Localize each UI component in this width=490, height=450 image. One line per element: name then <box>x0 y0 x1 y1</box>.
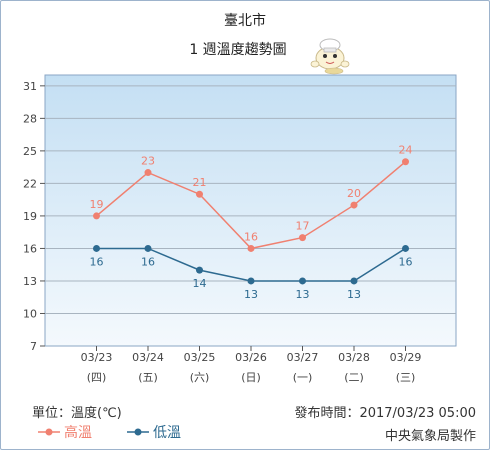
xtick-weekday-2: (六) <box>190 371 210 384</box>
point-1-6 <box>402 244 409 252</box>
mascot-icon <box>310 38 350 75</box>
ytick-label-7: 7 <box>30 340 37 353</box>
xtick-weekday-6: (三) <box>396 371 416 384</box>
agency-label: 中央氣象局製作 <box>384 429 476 444</box>
series-1: 16 16 14 13 13 13 16 <box>90 244 413 301</box>
ytick-label-22: 22 <box>23 177 37 190</box>
data-label-1-4: 13 <box>296 288 310 301</box>
point-1-5 <box>350 277 358 285</box>
point-0-3 <box>247 244 255 252</box>
legend-low-label: 低溫 <box>153 425 181 441</box>
data-label-1-2: 14 <box>193 277 207 290</box>
data-label-0-5: 20 <box>347 187 361 200</box>
xtick-label-4: 03/27 <box>287 351 319 364</box>
xtick-weekday-0: (四) <box>87 371 107 384</box>
data-label-0-3: 16 <box>244 230 258 243</box>
point-1-0 <box>93 244 100 252</box>
legend: 高溫 低溫 <box>38 424 181 441</box>
ytick-label-19: 19 <box>23 210 37 223</box>
xtick-weekday-4: (一) <box>293 371 313 384</box>
legend-low: 低溫 <box>127 425 181 441</box>
point-1-4 <box>299 277 306 285</box>
plot-area <box>44 74 457 347</box>
series-0: 19 23 21 16 17 20 24 <box>90 144 413 252</box>
chart-subtitle: 1 週溫度趨勢圖 <box>189 42 286 58</box>
xtick-weekday-1: (五) <box>138 371 158 384</box>
data-label-0-1: 23 <box>141 155 155 168</box>
chart-title: 臺北市 <box>224 12 266 29</box>
point-0-6 <box>402 158 409 166</box>
xtick-label-5: 03/28 <box>338 351 370 364</box>
xtick-weekday-5: (二) <box>344 371 364 384</box>
data-label-1-3: 13 <box>244 288 258 301</box>
data-label-1-5: 13 <box>347 288 361 301</box>
ytick-label-28: 28 <box>23 112 37 125</box>
ytick-label-16: 16 <box>23 242 37 255</box>
xtick-label-2: 03/25 <box>184 351 216 364</box>
unit-label: 單位：溫度(℃) <box>32 406 122 421</box>
ytick-label-13: 13 <box>23 275 37 288</box>
point-0-0 <box>93 212 100 220</box>
issued-time: 發布時間：2017/03/23 05:00 <box>294 406 476 421</box>
ytick-label-25: 25 <box>23 145 37 158</box>
ytick-label-10: 10 <box>23 307 37 320</box>
point-0-5 <box>350 201 358 209</box>
data-label-0-4: 17 <box>296 220 310 233</box>
xtick-label-1: 03/24 <box>132 351 164 364</box>
data-label-0-6: 24 <box>399 144 413 157</box>
data-label-0-0: 19 <box>90 198 104 211</box>
point-0-2 <box>196 190 203 198</box>
data-label-0-2: 21 <box>193 176 207 189</box>
point-1-2 <box>196 266 203 274</box>
point-1-3 <box>247 277 255 285</box>
data-label-1-0: 16 <box>90 255 104 268</box>
point-0-1 <box>144 169 152 177</box>
legend-high-label: 高溫 <box>64 424 92 441</box>
point-0-4 <box>299 234 306 242</box>
xtick-label-3: 03/26 <box>235 351 267 364</box>
ytick-label-31: 31 <box>23 80 37 93</box>
xtick-label-6: 03/29 <box>390 351 422 364</box>
xtick-label-0: 03/23 <box>81 351 113 364</box>
data-label-1-6: 16 <box>399 255 413 268</box>
data-label-1-1: 16 <box>141 255 155 268</box>
point-1-1 <box>144 244 152 252</box>
legend-high: 高溫 <box>38 424 92 441</box>
xtick-weekday-3: (日) <box>241 371 261 384</box>
